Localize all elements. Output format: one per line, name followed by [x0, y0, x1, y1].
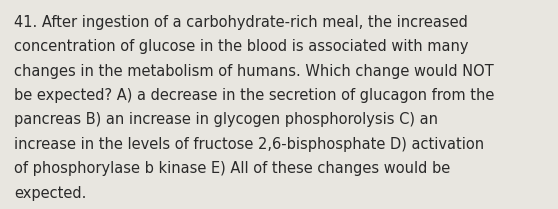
Text: of phosphorylase b kinase E) All of these changes would be: of phosphorylase b kinase E) All of thes…: [14, 161, 450, 176]
Text: 41. After ingestion of a carbohydrate-rich meal, the increased: 41. After ingestion of a carbohydrate-ri…: [14, 15, 468, 30]
Text: pancreas B) an increase in glycogen phosphorolysis C) an: pancreas B) an increase in glycogen phos…: [14, 112, 438, 127]
Text: changes in the metabolism of humans. Which change would NOT: changes in the metabolism of humans. Whi…: [14, 64, 494, 79]
Text: be expected? A) a decrease in the secretion of glucagon from the: be expected? A) a decrease in the secret…: [14, 88, 494, 103]
Text: expected.: expected.: [14, 186, 86, 201]
Text: increase in the levels of fructose 2,6-bisphosphate D) activation: increase in the levels of fructose 2,6-b…: [14, 137, 484, 152]
Text: concentration of glucose in the blood is associated with many: concentration of glucose in the blood is…: [14, 39, 469, 54]
